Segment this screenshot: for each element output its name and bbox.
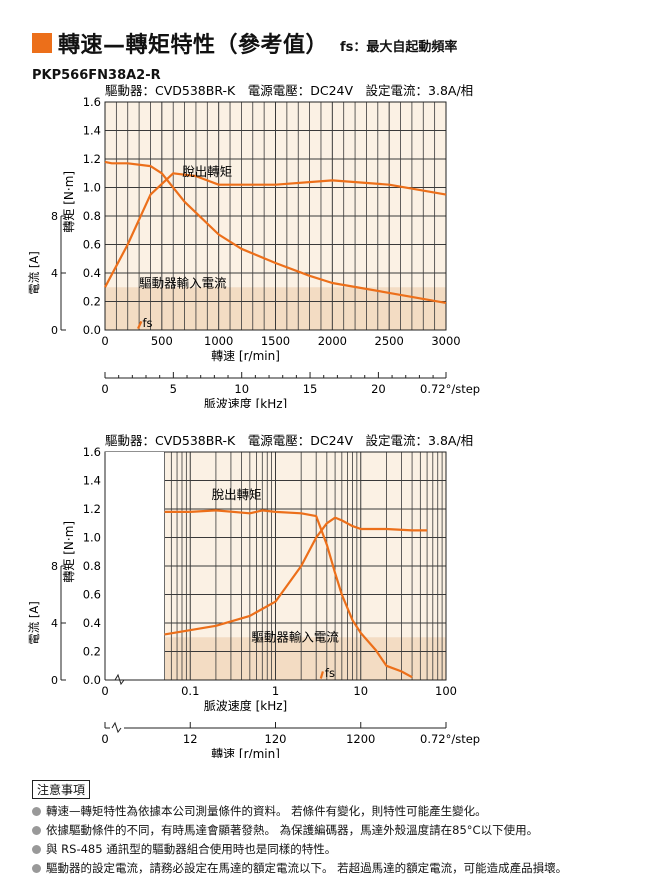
series-pullout-torque <box>164 509 413 679</box>
series-pullout-torque <box>104 160 447 304</box>
secondary-tick-label: 1200 <box>346 732 375 746</box>
axis-break-gap <box>104 452 165 681</box>
notes-section: 注意事項 轉速—轉矩特性為依據本公司測量條件的資料。 若條件有變化，則特性可能產… <box>32 780 652 878</box>
annotation-input-current: 驅動器輸入電流 <box>251 630 339 645</box>
y-tick-label: 0.4 <box>83 266 101 280</box>
x-tick-label: 10 <box>353 684 368 698</box>
y-tick-label: 0.8 <box>83 559 101 573</box>
secondary-tick-label: 120 <box>265 732 287 746</box>
y-tick-label: 0.6 <box>83 588 101 602</box>
y2-axis-label: 電流 [A] <box>27 251 41 295</box>
note-item: 轉速—轉矩特性為依據本公司測量條件的資料。 若條件有變化，則特性可能產生變化。 <box>32 802 652 821</box>
chart-spec: 驅動器：CVD538BR-K 電源電壓：DC24V 設定電流：3.8A/相 <box>105 433 473 448</box>
x-tick-label: 1 <box>272 684 279 698</box>
y-tick-label: 1.0 <box>83 531 101 545</box>
annotation-pullout-torque: 脫出轉矩 <box>182 164 232 179</box>
y-tick-label: 1.6 <box>83 445 101 459</box>
model-number: PKP566FN38A2-R <box>32 68 161 83</box>
series-fs-marker <box>137 320 143 330</box>
title-row: 轉速—轉矩特性（參考值） fs：最大自起動頻率 <box>32 28 457 58</box>
y-axis-label: 轉矩 [N·m] <box>62 171 76 233</box>
y-tick-label: 1.6 <box>83 95 101 109</box>
secondary-tick-label: 15 <box>303 382 318 396</box>
plot-frame <box>104 101 447 331</box>
torque-chart-linear: 驅動器：CVD538BR-K 電源電壓：DC24V 設定電流：3.8A/相 0.0… <box>27 83 480 408</box>
y-tick-label: 1.4 <box>83 124 101 138</box>
annotation-fs: fs <box>325 666 335 680</box>
x-tick-label: 1000 <box>204 334 233 348</box>
y-tick-label: 1.2 <box>83 152 101 166</box>
x-tick-label: 0 <box>101 334 108 348</box>
x-axis-label: 脈波速度 [kHz] <box>204 698 287 713</box>
y-tick-label: 0.6 <box>83 238 101 252</box>
chart-spec: 驅動器：CVD538BR-K 電源電壓：DC24V 設定電流：3.8A/相 <box>105 83 473 98</box>
secondary-break-mark <box>111 721 122 734</box>
page-subtitle: fs：最大自起動頻率 <box>340 39 458 55</box>
secondary-tick-label: 5 <box>170 382 177 396</box>
y-tick-label: 0.2 <box>83 295 101 309</box>
y-tick-label: 0.2 <box>83 645 101 659</box>
page-title: 轉速—轉矩特性（參考值） <box>58 33 329 58</box>
annotation-fs: fs <box>143 316 153 330</box>
series-fs-marker <box>319 671 324 679</box>
x-tick-label: 2000 <box>318 334 347 348</box>
y2-tick-label: 4 <box>51 267 58 280</box>
secondary-tick-label: 20 <box>371 382 386 396</box>
annotation-input-current: 驅動器輸入電流 <box>139 275 227 290</box>
y-tick-label: 1.2 <box>83 502 101 516</box>
x-tick-label: 100 <box>435 684 457 698</box>
y-tick-label: 0.8 <box>83 209 101 223</box>
y2-tick-label: 0 <box>51 674 58 687</box>
secondary-axis-label: 轉速 [r/min] <box>211 747 280 758</box>
note-item: 依據驅動條件的不同，有時馬達會顯著發熱。 為保護編碼器，馬達外殼溫度請在85°C… <box>32 821 652 840</box>
secondary-tick-label: 0.72°/step <box>420 732 480 746</box>
title-marker <box>32 33 52 53</box>
x-tick-label: 1500 <box>261 334 290 348</box>
x-tick-label: 0.1 <box>181 684 199 698</box>
series-input-current <box>104 172 447 288</box>
secondary-tick-label: 0.72°/step <box>420 382 480 396</box>
torque-chart-log: 驅動器：CVD538BR-K 電源電壓：DC24V 設定電流：3.8A/相 0.0… <box>27 433 480 758</box>
x-tick-label: 0 <box>101 684 108 698</box>
y2-axis-label: 電流 [A] <box>27 601 41 645</box>
note-item: 驅動器的設定電流，請務必設定在馬達的額定電流以下。 若超過馬達的額定電流，可能造… <box>32 859 652 878</box>
secondary-tick-label: 10 <box>234 382 249 396</box>
y-tick-label: 1.0 <box>83 181 101 195</box>
annotation-pullout-torque: 脫出轉矩 <box>212 487 262 502</box>
y2-tick-label: 0 <box>51 324 58 337</box>
axis-break-mark <box>114 673 125 686</box>
series-input-current <box>164 516 428 636</box>
secondary-axis-label: 脈波速度 [kHz] <box>204 396 287 408</box>
current-band <box>164 637 446 680</box>
note-item: 與 RS-485 通訊型的驅動器組合使用時也是同樣的特性。 <box>32 840 652 859</box>
y-tick-label: 1.4 <box>83 474 101 488</box>
y-tick-label: 0.0 <box>83 673 101 687</box>
secondary-tick-label: 0 <box>101 382 108 396</box>
y2-tick-label: 8 <box>51 560 58 573</box>
x-axis-label: 轉速 [r/min] <box>211 349 280 363</box>
secondary-tick-label: 12 <box>183 732 198 746</box>
y-tick-label: 0.0 <box>83 323 101 337</box>
y2-tick-label: 4 <box>51 617 58 630</box>
secondary-tick-label: 0 <box>101 732 108 746</box>
notes-heading: 注意事項 <box>32 780 91 799</box>
y-axis-label: 轉矩 [N·m] <box>62 521 76 583</box>
x-tick-label: 500 <box>151 334 173 348</box>
y2-tick-label: 8 <box>51 210 58 223</box>
y-tick-label: 0.4 <box>83 616 101 630</box>
x-tick-label: 3000 <box>431 334 460 348</box>
x-tick-label: 2500 <box>375 334 404 348</box>
